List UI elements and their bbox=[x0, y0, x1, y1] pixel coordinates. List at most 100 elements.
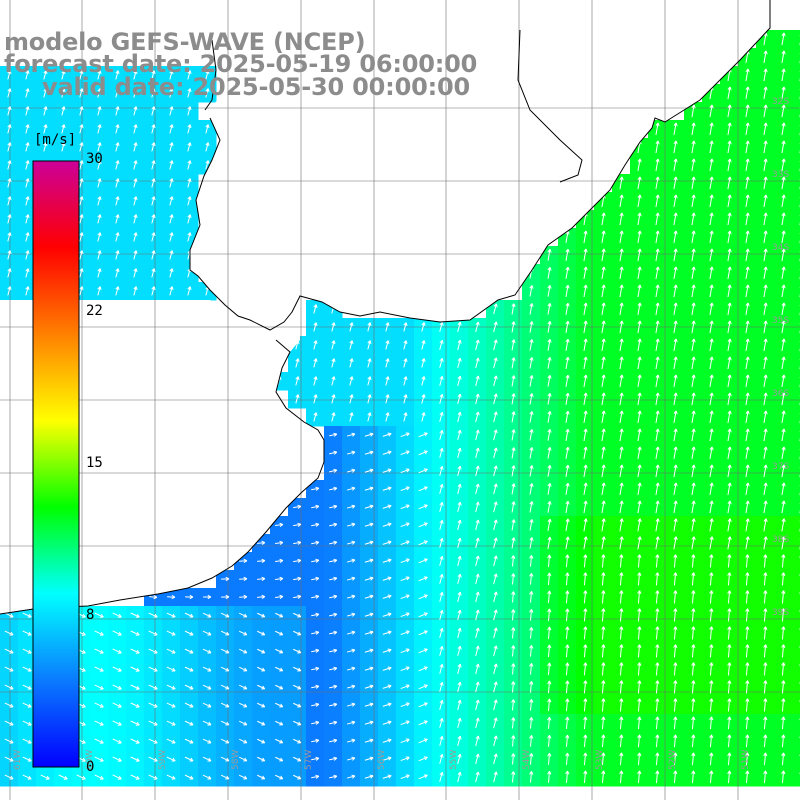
wind-arrow bbox=[382, 612, 392, 617]
wind-arrow bbox=[346, 468, 356, 473]
wind-arrow bbox=[637, 194, 642, 208]
wind-arrow bbox=[475, 339, 480, 351]
wind-arrow bbox=[673, 554, 678, 568]
wind-arrow bbox=[475, 591, 480, 603]
colorbar-tick-22: 22 bbox=[86, 303, 103, 319]
wind-arrow bbox=[220, 630, 230, 636]
wind-arrow bbox=[763, 50, 768, 64]
wind-arrow bbox=[547, 302, 552, 315]
wind-arrow bbox=[547, 284, 552, 297]
wind-arrow bbox=[151, 268, 156, 278]
wind-cell bbox=[792, 732, 800, 751]
wind-arrow bbox=[346, 486, 356, 491]
lat-label: 35S bbox=[772, 316, 789, 326]
wind-arrow bbox=[727, 140, 732, 154]
wind-arrow bbox=[133, 160, 138, 170]
wind-arrow bbox=[655, 176, 660, 190]
wind-arrow bbox=[43, 70, 48, 80]
wind-arrow bbox=[781, 698, 786, 712]
wind-arrow bbox=[601, 698, 606, 712]
wind-arrow bbox=[367, 376, 372, 386]
wind-arrow bbox=[184, 702, 194, 708]
wind-arrow bbox=[781, 644, 786, 658]
wind-arrow bbox=[457, 609, 462, 620]
wind-arrow bbox=[400, 450, 410, 456]
wind-arrow bbox=[329, 648, 338, 653]
wind-arrow bbox=[673, 626, 678, 640]
wind-arrow bbox=[238, 756, 248, 762]
wind-arrow bbox=[547, 518, 552, 532]
wind-arrow bbox=[727, 644, 732, 658]
wind-arrow bbox=[781, 752, 786, 766]
wind-arrow bbox=[112, 648, 122, 654]
wind-arrow bbox=[475, 717, 480, 729]
wind-arrow bbox=[583, 284, 588, 298]
wind-arrow bbox=[367, 412, 372, 422]
wind-arrow bbox=[439, 699, 444, 710]
wind-arrow bbox=[619, 374, 624, 388]
wind-arrow bbox=[475, 753, 480, 765]
wind-arrow bbox=[329, 684, 338, 689]
wind-arrow bbox=[400, 540, 410, 546]
wind-arrow bbox=[673, 482, 678, 496]
wind-arrow bbox=[22, 720, 32, 726]
wind-arrow bbox=[547, 410, 552, 423]
wind-arrow bbox=[130, 648, 140, 654]
wind-arrow bbox=[133, 196, 138, 206]
wind-arrow bbox=[529, 663, 534, 675]
wind-arrow bbox=[382, 522, 392, 527]
wind-arrow bbox=[385, 340, 390, 350]
wind-arrow bbox=[745, 716, 750, 730]
wind-arrow bbox=[529, 645, 534, 657]
wind-arrow bbox=[94, 774, 104, 780]
wind-arrow bbox=[293, 702, 302, 708]
wind-arrow bbox=[97, 160, 102, 170]
wind-arrow bbox=[148, 738, 158, 744]
wind-arrow bbox=[112, 720, 122, 726]
wind-arrow bbox=[547, 266, 552, 279]
wind-arrow bbox=[382, 684, 392, 689]
wind-arrow bbox=[583, 518, 588, 532]
wind-arrow bbox=[257, 612, 266, 618]
wind-arrow bbox=[691, 446, 696, 460]
wind-arrow bbox=[238, 666, 248, 672]
wind-arrow bbox=[511, 393, 516, 405]
colorbar bbox=[32, 160, 80, 768]
wind-arrow bbox=[151, 232, 156, 242]
wind-arrow bbox=[115, 178, 120, 188]
wind-arrow bbox=[727, 410, 732, 424]
wind-arrow bbox=[565, 374, 570, 387]
wind-arrow bbox=[202, 774, 212, 780]
wind-arrow bbox=[529, 357, 534, 369]
wind-arrow bbox=[691, 230, 696, 244]
lat-label: 34S bbox=[772, 243, 789, 253]
wind-arrow bbox=[475, 771, 480, 783]
wind-arrow bbox=[727, 86, 732, 100]
wind-arrow bbox=[112, 702, 122, 708]
wind-arrow bbox=[238, 612, 248, 618]
wind-arrow bbox=[385, 412, 390, 422]
wind-arrow bbox=[619, 266, 624, 280]
wind-arrow bbox=[313, 376, 318, 386]
wind-arrow bbox=[220, 702, 230, 708]
wind-arrow bbox=[184, 684, 194, 690]
wind-arrow bbox=[763, 212, 768, 226]
wind-arrow bbox=[382, 450, 392, 455]
wind-arrow bbox=[382, 630, 392, 635]
wind-arrow bbox=[382, 756, 392, 761]
wind-arrow bbox=[511, 483, 516, 495]
wind-arrow bbox=[691, 500, 696, 514]
wind-arrow bbox=[202, 612, 212, 618]
wind-arrow bbox=[583, 644, 588, 658]
wind-arrow bbox=[94, 720, 104, 726]
wind-arrow bbox=[169, 232, 174, 242]
lat-label: 38S bbox=[772, 535, 789, 545]
wind-cell bbox=[792, 588, 800, 607]
wind-arrow bbox=[763, 194, 768, 208]
wind-arrow bbox=[763, 68, 768, 82]
wind-arrow bbox=[187, 232, 192, 242]
wind-arrow bbox=[148, 666, 158, 672]
wind-arrow bbox=[511, 321, 516, 333]
wind-arrow bbox=[601, 500, 606, 514]
wind-arrow bbox=[130, 666, 140, 672]
